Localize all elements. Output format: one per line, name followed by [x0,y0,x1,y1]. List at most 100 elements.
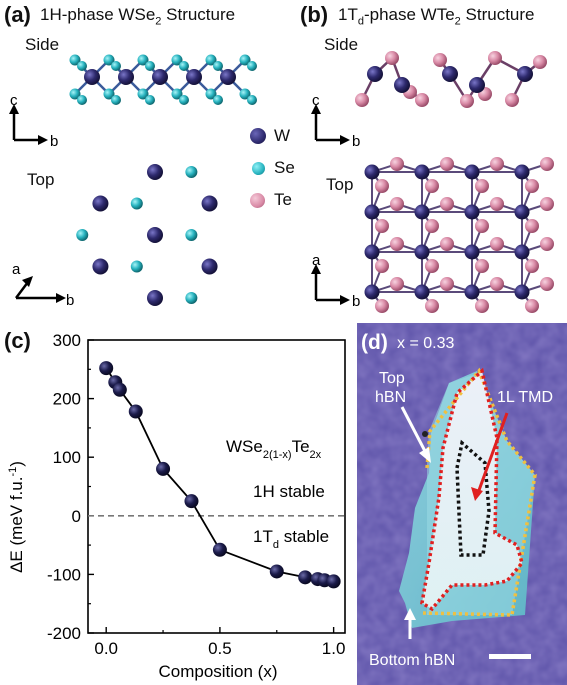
se-atom [239,54,251,66]
te-atom [475,179,489,193]
w-atom [186,69,202,85]
w-atom [414,284,430,300]
se-atom [185,229,198,241]
data-point [99,361,114,376]
se-atom [145,61,155,71]
te-atom [375,179,389,193]
w-atom [414,244,430,260]
w-atom [201,258,218,275]
top-hbn-label-1: Top [379,370,405,387]
panel-a-label: (a) [4,2,31,27]
w-atom [442,66,458,82]
te-atom [390,197,404,211]
te-atom [488,51,502,65]
w-atom [118,69,134,85]
y-tick-label: 100 [53,448,81,467]
panel-a-top-label: Top [27,170,55,189]
te-atom [433,53,447,67]
te-atom [490,237,504,251]
w-atom [367,66,383,82]
y-tick-label: 300 [53,331,81,350]
data-point [128,404,143,419]
wse2-top-view [76,164,218,306]
bottom-hbn-label: Bottom hBN [369,652,455,669]
te-atom [525,259,539,273]
te-atom [475,219,489,233]
1h-stable-label: 1H stable [253,482,325,501]
legend-item-se: Se [250,152,295,184]
wte2-side-view [355,51,547,108]
panel-b-side-label: Side [324,35,359,54]
composition-label: x = 0.33 [397,335,454,352]
wte2-structure: c b a b [311,51,554,313]
se-atom [137,54,149,66]
te-atom [475,259,489,273]
te-atom [440,197,454,211]
se-atom [130,260,143,273]
te-atom [505,93,519,107]
w-atom [517,66,533,82]
se-atom [247,61,257,71]
se-atom [185,292,198,304]
te-atom [525,299,539,313]
te-atom [440,157,454,171]
y-tick-label: 0 [72,507,81,526]
se-atom-icon [252,161,265,175]
te-atom [375,259,389,273]
se-atom [171,54,183,66]
se-atom [137,88,149,100]
wte2-top-view [364,157,554,313]
w-atom [92,258,109,275]
se-atom [145,95,155,105]
panel-b-title: 1Td-phase WTe2 Structure [338,5,535,28]
te-atom [375,299,389,313]
data-point [112,382,127,397]
w-atom-icon [250,128,266,144]
optical-image: (d) x = 0.33 Top hBN 1L TMD Bottom hBN [357,323,567,685]
se-atom [185,166,198,178]
te-atom [425,299,439,313]
data-point [184,494,199,509]
tmd-outline [420,367,524,612]
w-atom [152,69,168,85]
axis-label-c: c [10,92,18,109]
se-atom [213,61,223,71]
te-atom [490,157,504,171]
te-atom [475,299,489,313]
w-atom [514,204,530,220]
te-atom [490,277,504,291]
se-atom [103,88,115,100]
se-atom [179,61,189,71]
legend-item-te: Te [250,184,295,216]
te-atom [540,157,554,171]
w-atom [364,284,380,300]
1t-stable-label: 1Td stable [253,527,329,551]
te-atom [375,219,389,233]
w-atom [464,204,480,220]
te-atom [460,94,474,108]
w-atom [394,77,410,93]
x-tick-label: 0.0 [94,639,118,658]
se-atom [179,95,189,105]
formula-label: WSe2(1-x)Te2x [226,437,322,461]
se-atom [247,95,257,105]
w-atom [414,204,430,220]
w-atom [220,69,236,85]
se-atom [103,54,115,66]
axis-label-a: a [12,261,21,278]
w-atom [464,284,480,300]
panel-a-side-label: Side [25,35,60,54]
se-atom [205,54,217,66]
te-atom [525,179,539,193]
x-tick-label: 1.0 [322,639,346,658]
w-atom [514,164,530,180]
se-atom [69,88,81,100]
w-atom [469,77,485,93]
w-atom [464,244,480,260]
data-point [326,574,341,589]
te-atom [540,277,554,291]
te-atom [533,55,547,69]
se-atom [76,229,89,241]
te-atom [425,179,439,193]
te-atom [415,93,429,107]
